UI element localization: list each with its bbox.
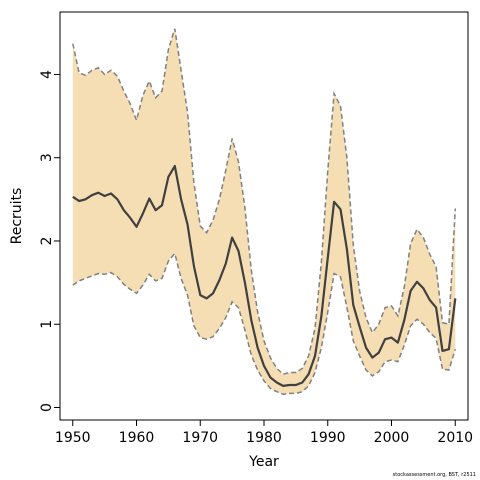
x-axis: 1950 1960 1970 1980 1990 2000 2010 xyxy=(55,420,473,446)
x-tick-label: 2010 xyxy=(437,430,473,446)
confidence-band xyxy=(72,28,456,395)
x-tick-label: 1950 xyxy=(55,430,91,446)
estimate-line-layer xyxy=(72,164,457,387)
y-tick-label: 0 xyxy=(39,403,55,412)
y-axis-title: Recruits xyxy=(9,188,25,245)
confidence-bounds-layer xyxy=(72,28,457,395)
y-tick-label: 3 xyxy=(39,153,55,162)
x-tick-label: 1980 xyxy=(246,430,282,446)
lower-bound-line xyxy=(72,251,457,395)
y-tick-label: 1 xyxy=(39,320,55,329)
x-axis-title: Year xyxy=(248,454,279,470)
x-tick-label: 1960 xyxy=(119,430,155,446)
confidence-band-layer xyxy=(72,28,456,395)
x-tick-label: 1990 xyxy=(310,430,346,446)
y-axis: 0 1 2 3 4 xyxy=(39,70,60,412)
x-tick-label: 2000 xyxy=(374,430,410,446)
y-tick-label: 4 xyxy=(39,70,55,79)
y-tick-label: 2 xyxy=(39,237,55,246)
credit-text: stockassessment.org, BST, r2511 xyxy=(393,472,476,478)
x-tick-label: 1970 xyxy=(182,430,218,446)
estimate-line xyxy=(72,164,457,387)
upper-bound-line xyxy=(72,28,457,376)
